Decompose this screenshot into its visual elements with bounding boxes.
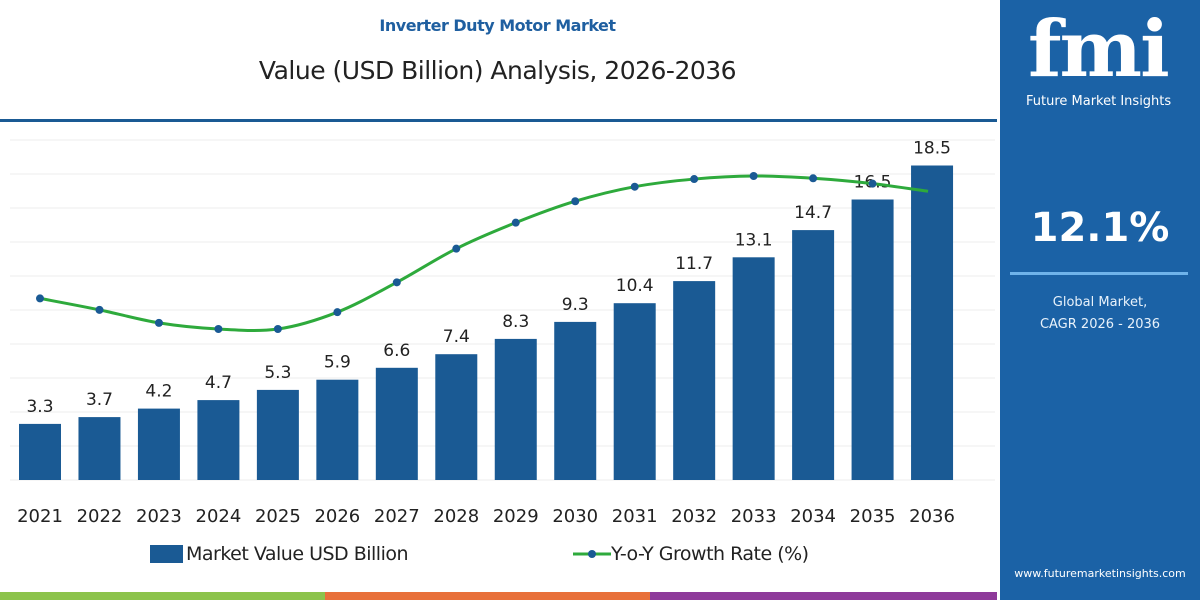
bar-label: 5.3: [264, 363, 291, 383]
bar: [792, 230, 835, 480]
x-tick-label: 2035: [850, 506, 896, 527]
growth-marker: [154, 318, 163, 327]
cagr-label: Global Market, CAGR 2026 - 2036: [1000, 292, 1200, 336]
bar: [19, 423, 61, 480]
growth-marker: [36, 294, 44, 303]
growth-marker: [571, 197, 580, 206]
fmi-logo: fmi: [1028, 4, 1170, 95]
bar: [911, 165, 954, 480]
bar: [732, 257, 775, 480]
bar-label: 3.7: [86, 390, 113, 410]
bar-label: 4.2: [145, 382, 172, 402]
bar-label: 8.3: [502, 312, 529, 332]
x-tick-label: 2024: [196, 506, 242, 527]
stripe-orange: [325, 592, 650, 600]
growth-marker: [214, 325, 223, 333]
bar: [613, 303, 656, 480]
bar-label: 11.7: [675, 254, 713, 274]
x-tick-label: 2022: [77, 506, 123, 527]
bar: [435, 354, 478, 480]
divider: [0, 119, 997, 122]
chart-title: Inverter Duty Motor Market: [379, 16, 616, 35]
x-tick-label: 2029: [493, 506, 539, 527]
growth-marker: [273, 325, 282, 333]
legend-bar-swatch: [150, 545, 183, 563]
bar: [78, 417, 121, 480]
bar-label: 10.4: [616, 276, 654, 296]
x-tick-label: 2036: [909, 506, 955, 527]
x-tick-label: 2034: [790, 506, 836, 527]
growth-marker: [690, 175, 699, 184]
growth-marker: [333, 308, 342, 317]
x-tick-label: 2031: [612, 506, 658, 527]
growth-marker: [452, 244, 461, 253]
growth-marker: [392, 278, 401, 287]
growth-marker: [630, 182, 639, 191]
growth-marker: [868, 179, 877, 188]
chart: 3.3 2021 3.7 2022 4.2 2023 4.7 2024 5.3 2025 5.9 20…: [10, 139, 995, 527]
website-link[interactable]: www.futuremarketinsights.com: [1014, 567, 1186, 580]
x-tick-label: 2032: [671, 506, 717, 527]
logo-subtitle: Future Market Insights: [1026, 94, 1172, 109]
cagr-label-line1: Global Market,: [1052, 295, 1148, 310]
legend-bar-label: Market Value USD Billion: [186, 543, 409, 565]
bar-label: 18.5: [913, 139, 951, 159]
x-tick-label: 2027: [374, 506, 420, 527]
chart-subtitle: Value (USD Billion) Analysis, 2026-2036: [258, 56, 737, 85]
bar-label: 3.3: [26, 397, 53, 417]
growth-marker: [511, 218, 520, 227]
bar-label: 7.4: [443, 327, 470, 347]
bar-label: 5.9: [324, 353, 351, 373]
growth-marker: [809, 174, 818, 183]
bar: [316, 379, 359, 480]
x-tick-label: 2030: [552, 506, 598, 527]
bar-label: 4.7: [205, 373, 232, 393]
legend-bar: Market Value USD Billion: [150, 543, 409, 565]
panel-divider: [1010, 272, 1188, 275]
stripe-purple: [650, 592, 997, 600]
legend-line: Y-o-Y Growth Rate (%): [573, 543, 809, 565]
bar: [673, 281, 716, 480]
x-tick-label: 2033: [731, 506, 777, 527]
legend-line-label: Y-o-Y Growth Rate (%): [611, 543, 809, 565]
cagr-label-line2: CAGR 2026 - 2036: [1039, 317, 1161, 332]
bar: [375, 367, 418, 480]
bar-label: 6.6: [383, 341, 410, 361]
growth-marker: [95, 305, 104, 314]
legend-line-swatch: [573, 550, 611, 558]
x-tick-label: 2021: [17, 506, 63, 527]
cagr-value: 12.1%: [1030, 205, 1170, 251]
bar: [256, 389, 299, 480]
x-tick-label: 2026: [314, 506, 360, 527]
bar: [554, 321, 597, 480]
bar-label: 9.3: [562, 295, 589, 315]
bar: [197, 400, 240, 480]
side-panel: fmi Future Market Insights 12.1% Global …: [1000, 0, 1200, 600]
bar-label: 13.1: [735, 230, 773, 250]
x-tick-label: 2028: [433, 506, 479, 527]
x-tick-label: 2023: [136, 506, 182, 527]
stripe-green: [0, 592, 325, 600]
bar: [851, 199, 894, 480]
bar: [137, 408, 180, 480]
growth-line: [39, 174, 929, 333]
bar: [494, 338, 537, 480]
growth-marker: [749, 172, 758, 180]
x-tick-label: 2025: [255, 506, 301, 527]
bar-label: 14.7: [794, 203, 832, 223]
